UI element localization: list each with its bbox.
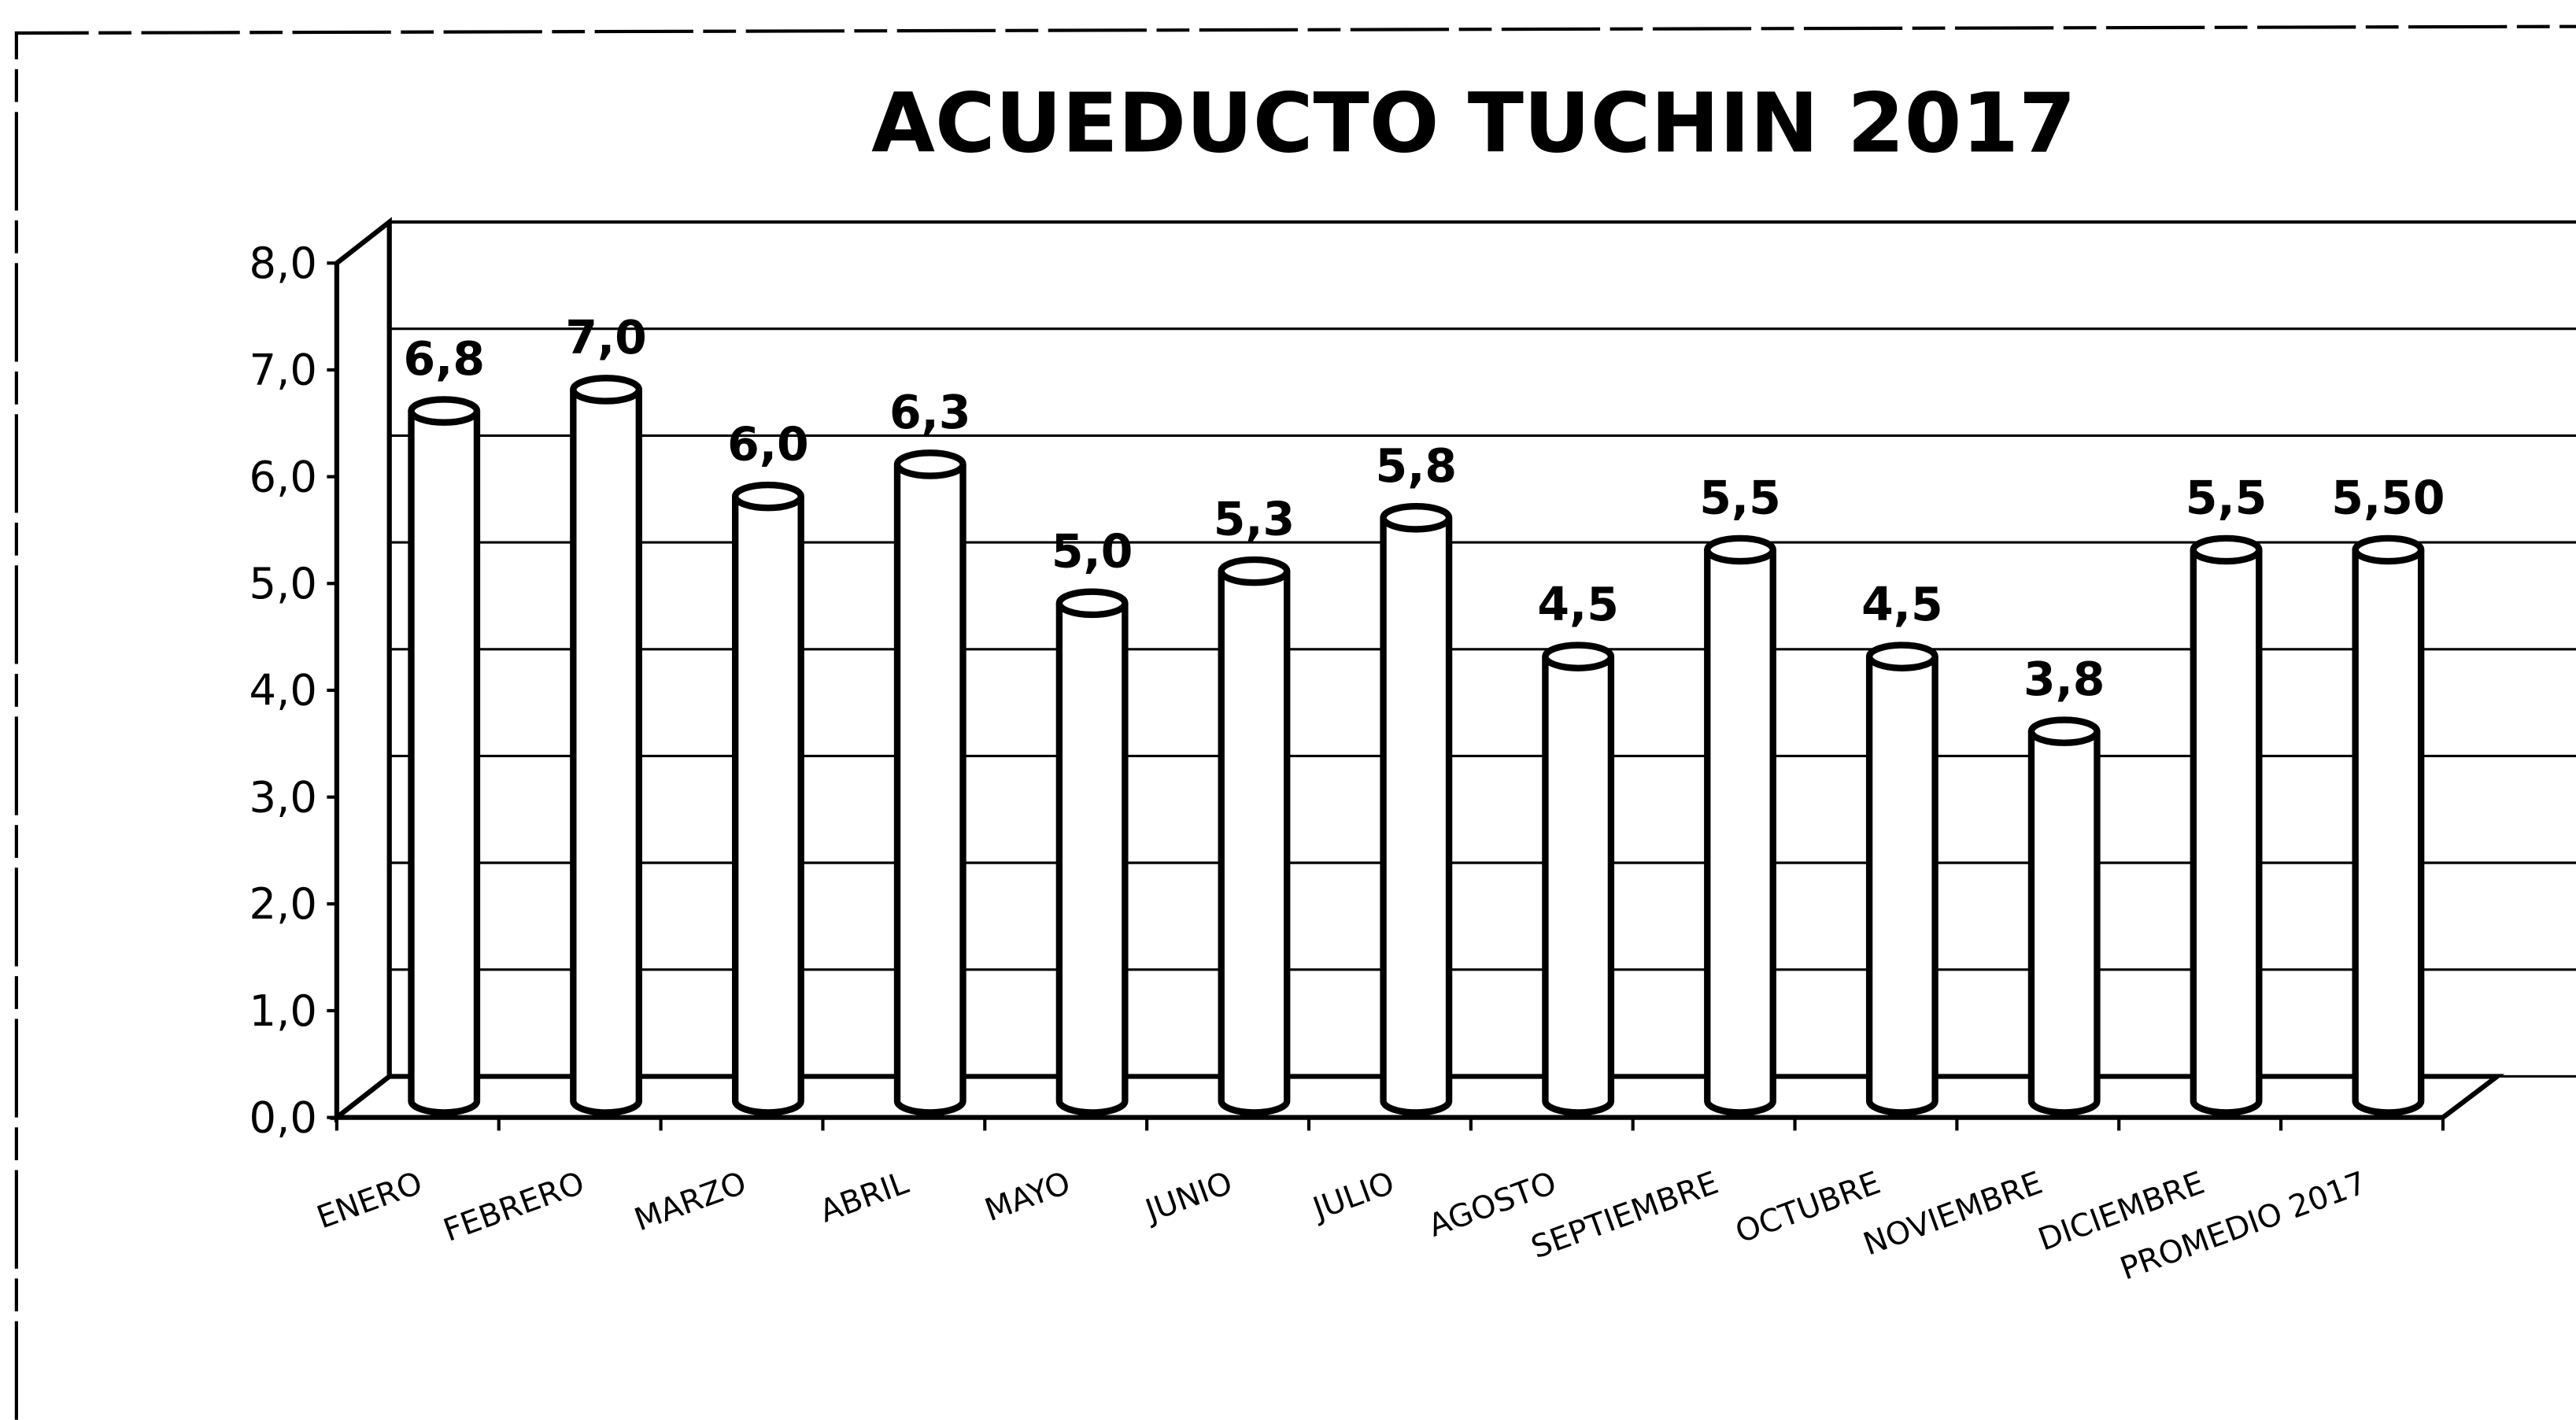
bar-top <box>2027 716 2101 746</box>
y-tick-label: 4,0 <box>249 666 317 716</box>
data-label: 4,5 <box>1537 578 1619 631</box>
bar <box>408 411 481 1116</box>
bar <box>1865 656 1938 1116</box>
y-tick-label: 7,0 <box>249 346 317 395</box>
y-tick-label: 0,0 <box>249 1093 317 1142</box>
bar <box>1055 603 1129 1116</box>
y-tick-label: 2,0 <box>249 879 317 929</box>
data-label: 6,3 <box>889 386 971 439</box>
bar-top <box>2352 534 2425 565</box>
bar <box>2027 731 2101 1116</box>
frame <box>14 24 2576 1420</box>
bar <box>1542 656 1615 1116</box>
bar-top <box>732 481 804 512</box>
bar-top <box>1704 534 1776 565</box>
data-label: 7,0 <box>565 311 647 364</box>
bar <box>2352 549 2425 1116</box>
side-wall <box>334 216 392 1123</box>
bar-top <box>408 396 481 426</box>
data-label: 6,8 <box>403 332 485 386</box>
bar <box>732 496 804 1116</box>
data-label: 5,5 <box>1699 471 1781 525</box>
bar <box>893 464 966 1116</box>
y-tick-label: 8,0 <box>249 239 317 288</box>
data-label: 5,50 <box>2331 471 2445 525</box>
bar-top <box>1865 642 1938 671</box>
bar-top <box>1218 556 1291 586</box>
bar-top <box>2190 534 2263 565</box>
data-label: 6,0 <box>727 418 809 471</box>
bar-top <box>1542 642 1615 671</box>
data-label: 5,3 <box>1214 493 1295 546</box>
data-label: 5,5 <box>2186 471 2267 525</box>
bar <box>570 389 643 1116</box>
chart-title: ACUEDUCTO TUCHIN 2017 <box>871 75 2075 171</box>
bar <box>1218 571 1291 1116</box>
data-label: 5,0 <box>1051 524 1133 578</box>
y-tick-label: 3,0 <box>249 772 317 822</box>
bar <box>1704 549 1776 1116</box>
bar-top <box>1055 588 1129 619</box>
data-label: 4,5 <box>1861 578 1943 631</box>
bar-top <box>893 449 966 479</box>
data-label: 5,8 <box>1376 439 1458 493</box>
bar-top <box>1380 502 1453 533</box>
bar <box>1380 517 1453 1116</box>
bar <box>2190 549 2263 1116</box>
y-tick-label: 6,0 <box>249 452 317 501</box>
bar-top <box>570 375 643 405</box>
y-tick-label: 5,0 <box>249 559 317 608</box>
y-tick-label: 1,0 <box>249 986 317 1036</box>
data-label: 3,8 <box>2023 653 2105 706</box>
